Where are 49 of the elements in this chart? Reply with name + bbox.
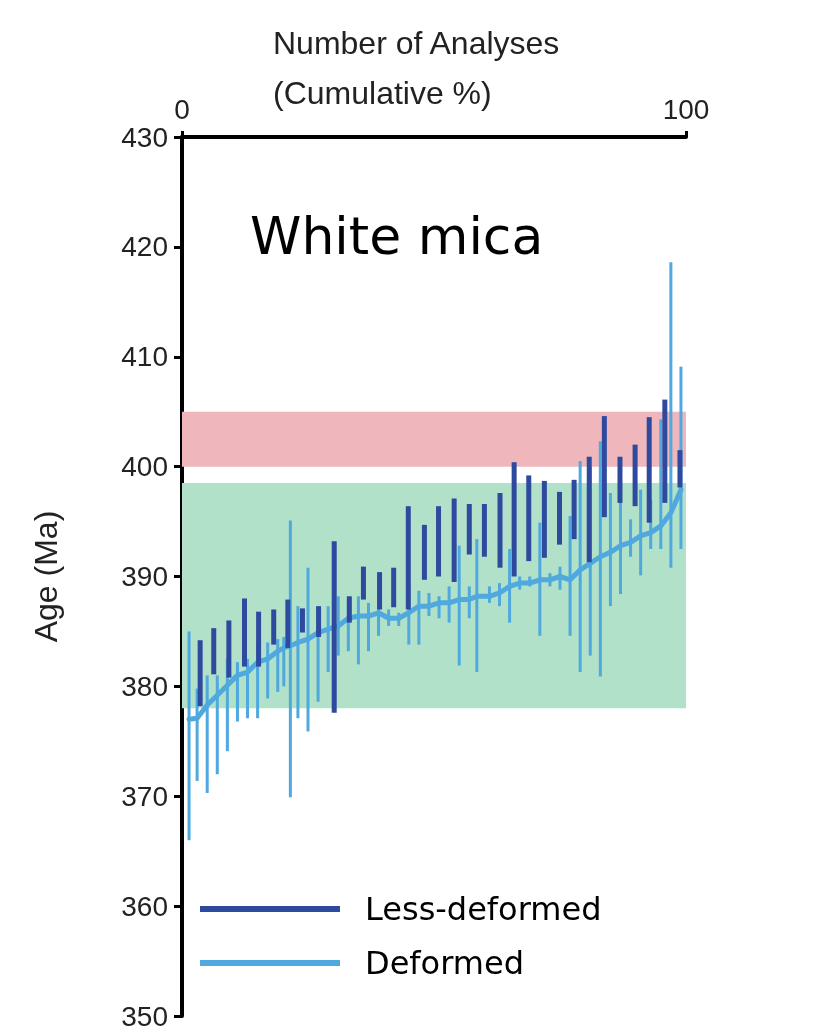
- bar: [331, 541, 337, 713]
- bar: [285, 599, 291, 648]
- y-tick-label: 410: [121, 341, 168, 373]
- bar: [421, 524, 427, 580]
- bar: [586, 456, 592, 563]
- bar: [617, 456, 623, 503]
- y-tick-label: 380: [121, 670, 168, 702]
- y-tick-label: 360: [121, 890, 168, 922]
- bar: [226, 620, 232, 678]
- x-tick-label: 0: [174, 93, 190, 125]
- y-tick-label: 370: [121, 780, 168, 812]
- text: White mica: [250, 206, 544, 266]
- bar: [405, 506, 411, 610]
- y-tick-label: 430: [121, 121, 168, 153]
- bar: [571, 479, 577, 540]
- bar: [391, 567, 397, 608]
- bar: [497, 493, 503, 568]
- bar: [299, 608, 305, 633]
- bar: [481, 503, 487, 557]
- x-tick-label: 100: [662, 93, 710, 125]
- bar: [662, 399, 668, 503]
- bar: [451, 498, 457, 582]
- bar: [346, 596, 352, 623]
- y-tick-label: 390: [121, 561, 168, 592]
- bar: [436, 506, 442, 577]
- y-tick-label: 400: [121, 451, 168, 483]
- bar: [256, 611, 262, 667]
- bar: [526, 475, 532, 562]
- bar: [211, 628, 217, 675]
- bar: [557, 491, 562, 545]
- bar: [511, 462, 517, 577]
- bar: [242, 598, 247, 667]
- bar: [601, 416, 607, 518]
- bar: [541, 480, 547, 558]
- bar: [197, 640, 203, 707]
- bar: [646, 417, 652, 523]
- bar: [360, 566, 366, 600]
- legend-label: Less-deformed: [365, 890, 602, 928]
- bar: [271, 609, 277, 645]
- y-tick-label: 350: [121, 1000, 168, 1030]
- bar: [632, 444, 638, 507]
- bar: [466, 503, 472, 555]
- y-tick-label: 420: [121, 231, 168, 263]
- bar: [677, 450, 683, 488]
- bar: [316, 606, 322, 637]
- legend-label: Deformed: [365, 944, 524, 982]
- bar: [377, 572, 383, 610]
- y-axis-title: Age (Ma): [28, 510, 64, 643]
- x-axis-title: Number of Analyses (Cumulative %): [273, 25, 569, 111]
